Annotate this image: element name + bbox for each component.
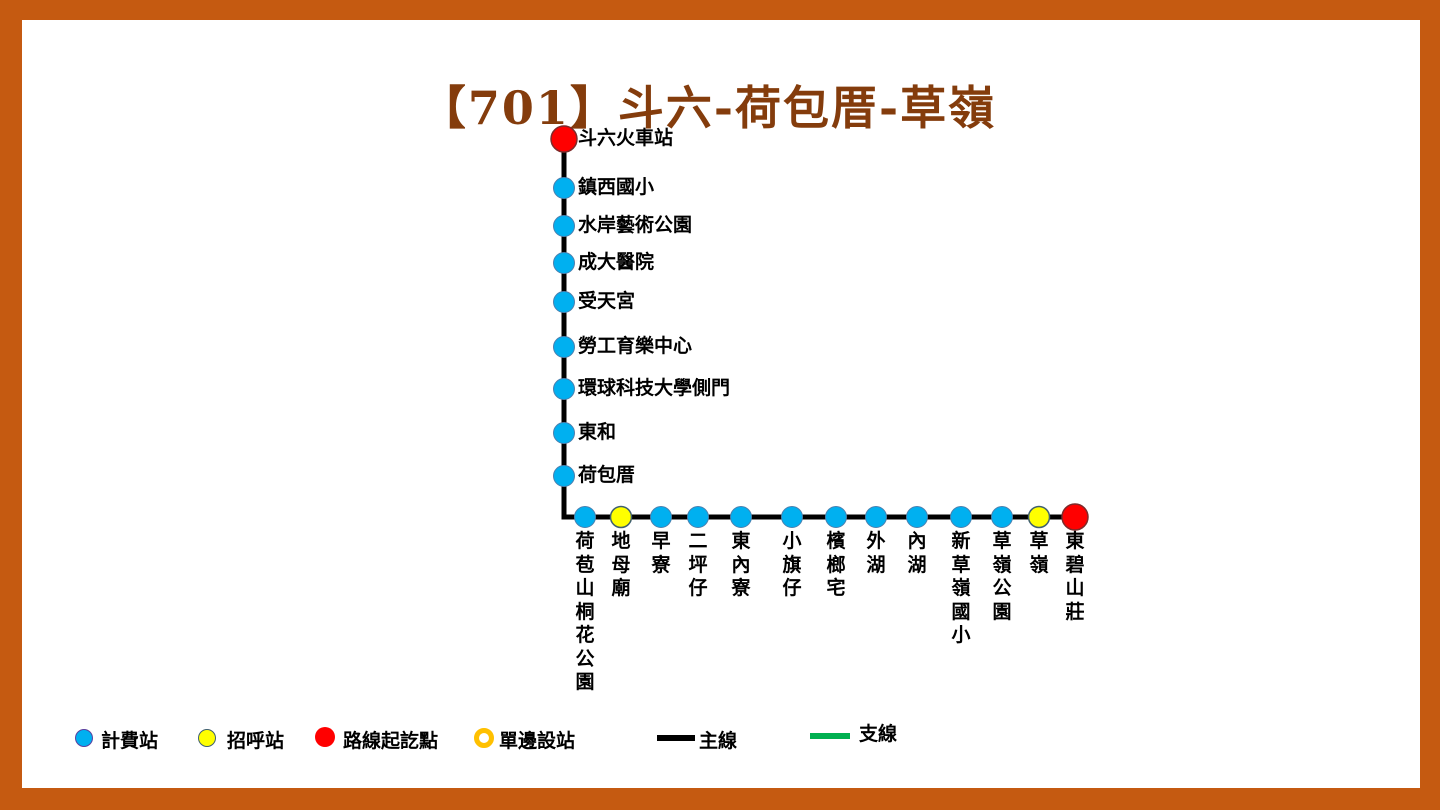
- stop-marker: [991, 506, 1013, 528]
- stop-marker: [553, 422, 575, 444]
- stop-label: 東和: [578, 421, 617, 443]
- stop-label: 受天宮: [578, 290, 636, 312]
- stop-label: 環球科技大學側門: [578, 377, 731, 399]
- stop-label: 二坪仔: [688, 530, 708, 599]
- legend-fare-stop-label: 計費站: [101, 730, 159, 752]
- stop-label: 檳榔宅: [826, 530, 846, 599]
- stop-label: 水岸藝術公園: [578, 214, 693, 236]
- stop-marker: [1061, 503, 1089, 531]
- legend-flag-stop-icon: [198, 729, 216, 747]
- stop-label: 地母廟: [611, 530, 631, 599]
- stop-marker: [730, 506, 752, 528]
- stop-marker: [865, 506, 887, 528]
- stop-label: 新草嶺國小: [951, 530, 971, 646]
- legend-main-line-label: 主線: [699, 730, 738, 752]
- stop-marker: [553, 291, 575, 313]
- stop-marker: [574, 506, 596, 528]
- stop-label: 勞工育樂中心: [578, 335, 693, 357]
- stop-marker: [650, 506, 672, 528]
- stop-marker: [553, 465, 575, 487]
- stop-marker: [553, 336, 575, 358]
- stop-marker: [609, 505, 633, 529]
- stop-label: 東內寮: [731, 530, 751, 599]
- legend-branch-line-label: 支線: [859, 723, 898, 745]
- stop-label: 草嶺: [1029, 530, 1049, 576]
- stop-label: 外湖: [866, 530, 886, 576]
- route-title: 【701】斗六-荷包厝-草嶺: [419, 81, 997, 135]
- stop-label: 早寮: [651, 530, 671, 576]
- stop-label: 荷包厝: [578, 464, 636, 486]
- stop-label: 成大醫院: [578, 251, 655, 273]
- stop-label: 斗六火車站: [578, 127, 674, 149]
- legend-fare-stop-icon: [75, 729, 93, 747]
- legend-flag-stop-label: 招呼站: [227, 730, 285, 752]
- stop-label: 鎮西國小: [578, 176, 655, 198]
- stop-marker: [825, 506, 847, 528]
- legend-branch-line-icon: [810, 733, 850, 739]
- stop-marker: [687, 506, 709, 528]
- legend-terminus-label: 路線起訖點: [343, 730, 439, 752]
- stop-label: 內湖: [907, 530, 927, 576]
- legend-one-side-stop-label: 單邊設站: [499, 730, 576, 752]
- stop-label: 草嶺公園: [992, 530, 1012, 623]
- stop-marker: [906, 506, 928, 528]
- legend-main-line-icon: [657, 735, 695, 741]
- stop-marker: [553, 378, 575, 400]
- stop-marker: [553, 252, 575, 274]
- stop-marker: [553, 177, 575, 199]
- stop-label: 東碧山莊: [1065, 530, 1085, 623]
- stop-marker: [1027, 505, 1051, 529]
- legend-terminus-icon: [315, 727, 335, 747]
- stop-label: 小旗仔: [782, 530, 802, 599]
- stop-marker: [550, 125, 578, 153]
- stop-marker: [781, 506, 803, 528]
- stop-marker: [950, 506, 972, 528]
- map-frame: 【701】斗六-荷包厝-草嶺: [22, 20, 1420, 788]
- stop-marker: [553, 215, 575, 237]
- legend-one-side-stop-icon: [474, 728, 494, 748]
- stop-label: 荷苞山桐花公園: [575, 530, 595, 693]
